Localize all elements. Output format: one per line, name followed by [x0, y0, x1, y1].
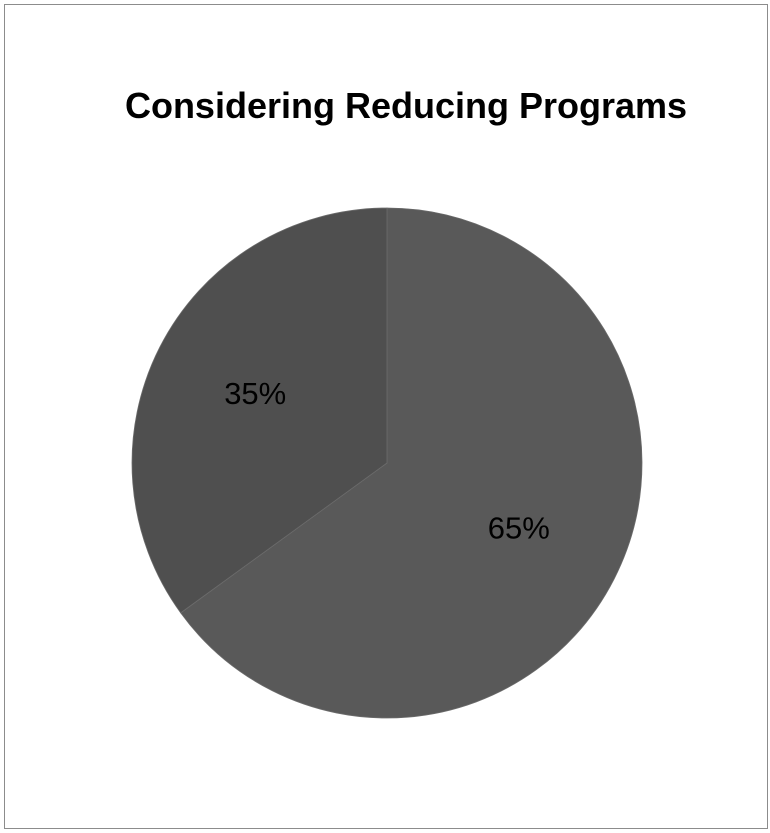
pie-slice-2 — [131, 207, 388, 614]
chart-title: Considering Reducing Programs — [124, 85, 688, 126]
slice-label-2: 35% — [224, 376, 286, 411]
slice-label-1: 65% — [488, 510, 550, 545]
pie-slice-1 — [180, 207, 643, 719]
